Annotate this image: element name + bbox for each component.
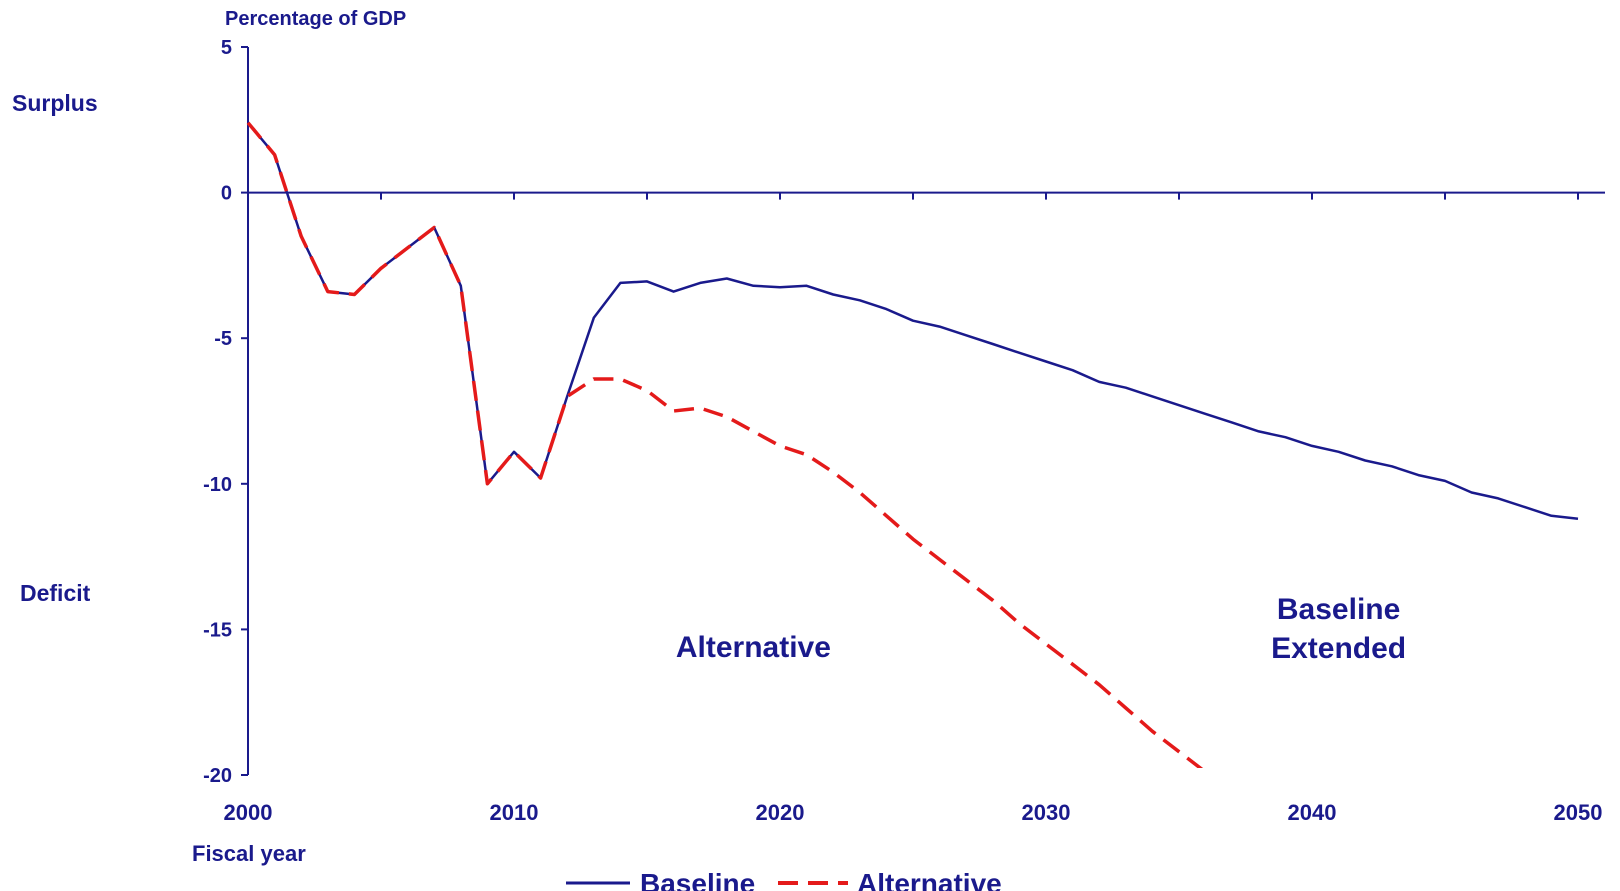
legend-baseline-label: Baseline xyxy=(640,868,755,891)
legend: Baseline Alternative xyxy=(566,868,1002,891)
y-tick-label: 5 xyxy=(221,37,232,59)
y-tick-label: -5 xyxy=(214,328,232,350)
x-axis-ticks: 2000 2010 2020 2030 2040 2050 xyxy=(224,192,1603,825)
x-tick-label: 2020 xyxy=(756,800,805,825)
x-tick-label: 2050 xyxy=(1554,800,1603,825)
surplus-label: Surplus xyxy=(12,90,98,116)
y-unit-label: Percentage of GDP xyxy=(225,8,406,30)
y-tick-label: 0 xyxy=(221,183,232,205)
annotation-label: Extended xyxy=(1271,632,1406,665)
y-axis-ticks: 5 0 -5 -10 -15 -20 xyxy=(203,37,248,787)
x-tick-label: 2040 xyxy=(1288,800,1337,825)
series-layer xyxy=(246,121,1579,768)
x-tick-label: 2030 xyxy=(1022,800,1071,825)
y-tick-label: -20 xyxy=(203,765,232,787)
deficit-label: Deficit xyxy=(20,580,91,606)
annotations: Alternative Baseline Extended xyxy=(676,593,1406,665)
series-line-baseline xyxy=(247,121,1579,520)
y-tick-label: -15 xyxy=(203,619,232,641)
y-tick-label: -10 xyxy=(203,474,232,496)
x-axis-title: Fiscal year xyxy=(192,841,306,866)
series-line-alternative xyxy=(246,121,1204,768)
x-tick-label: 2010 xyxy=(490,800,539,825)
annotation-label: Alternative xyxy=(676,631,831,664)
legend-alternative-label: Alternative xyxy=(857,868,1002,891)
annotation-label: Baseline xyxy=(1277,593,1400,626)
x-tick-label: 2000 xyxy=(224,800,273,825)
